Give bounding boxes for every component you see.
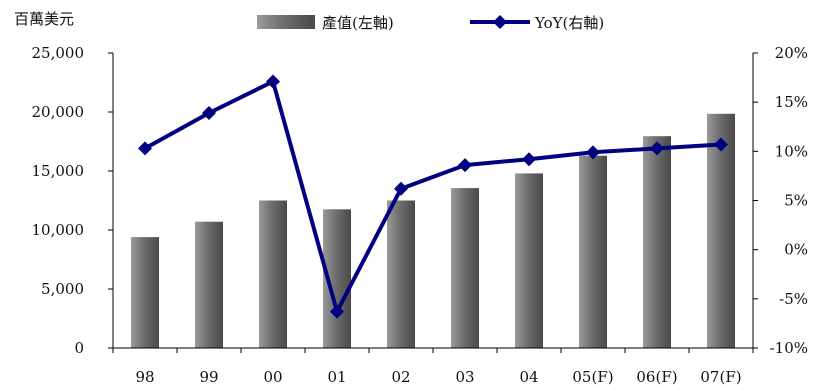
right-tick-label: 0% [784, 241, 808, 259]
left-axis-unit-label: 百萬美元 [14, 10, 74, 28]
x-tick-label: 03 [455, 368, 474, 385]
right-tick-label: 10% [775, 142, 808, 160]
bar-05(F) [579, 155, 607, 348]
legend-bar-swatch [257, 15, 315, 29]
x-tick-label: 00 [263, 368, 282, 385]
bar-99 [195, 221, 223, 348]
x-tick-label: 04 [519, 368, 538, 385]
bar-07(F) [707, 113, 735, 348]
yoy-point-03 [458, 158, 472, 173]
legend-line-label: YoY(右軸) [534, 14, 604, 32]
x-tick-label: 07(F) [700, 368, 741, 385]
bar-00 [259, 200, 287, 348]
yoy-point-01 [330, 304, 344, 319]
x-tick-label: 06(F) [636, 368, 677, 385]
bar-03 [451, 188, 479, 348]
yoy-point-05(F) [586, 145, 600, 160]
x-tick-label: 01 [327, 368, 346, 385]
x-tick-label: 99 [199, 368, 218, 385]
yoy-point-99 [202, 105, 216, 120]
yoy-point-07(F) [714, 137, 728, 152]
x-tick-label: 98 [135, 368, 154, 385]
right-tick-label: -10% [770, 339, 808, 357]
right-tick-label: 15% [775, 93, 808, 111]
right-tick-label: 20% [775, 44, 808, 62]
yoy-point-04 [522, 152, 536, 167]
yoy-point-02 [394, 181, 408, 196]
left-tick-label: 5,000 [41, 280, 84, 298]
yoy-point-98 [138, 141, 152, 156]
legend-bar-label: 產值(左軸) [322, 14, 394, 32]
left-tick-label: 15,000 [32, 162, 85, 180]
yoy-line [144, 79, 722, 314]
left-tick-label: 20,000 [32, 103, 85, 121]
bar-series [131, 113, 735, 348]
bar-02 [387, 200, 415, 348]
right-tick-label: -5% [779, 290, 808, 308]
bar-06(F) [643, 136, 671, 348]
legend: 產值(左軸) YoY(右軸) [257, 14, 604, 32]
x-tick-label: 05(F) [572, 368, 613, 385]
x-tick-label: 02 [391, 368, 410, 385]
yoy-point-06(F) [650, 141, 664, 156]
left-tick-label: 0 [74, 339, 84, 357]
yoy-point-00 [266, 74, 280, 89]
bar-04 [515, 173, 543, 348]
axes: 0 5,000 10,000 15,000 20,000 25,000 -10% -5% 0% 5… [32, 44, 809, 385]
left-tick-label: 25,000 [32, 44, 85, 62]
bar-98 [131, 237, 159, 348]
left-tick-label: 10,000 [32, 221, 85, 239]
right-tick-label: 5% [784, 192, 808, 210]
line-series [138, 74, 728, 319]
legend-line-marker [493, 15, 507, 29]
